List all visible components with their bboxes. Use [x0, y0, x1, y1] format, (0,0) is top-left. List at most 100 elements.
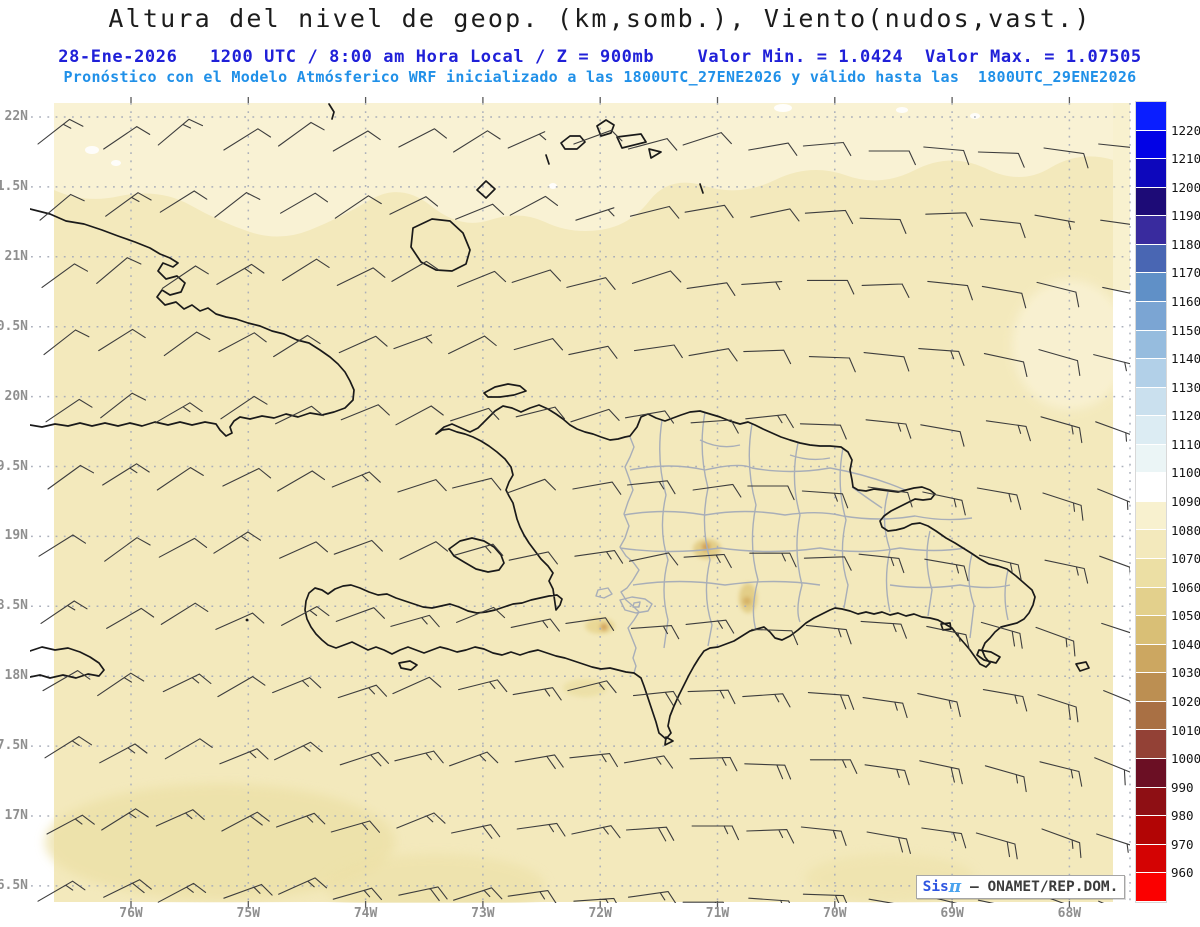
wind-barb — [975, 832, 1018, 860]
field-white-specks — [85, 104, 980, 189]
wind-barb — [217, 676, 266, 698]
wind-barb — [103, 126, 151, 150]
wind-barb — [451, 824, 501, 839]
wind-barb — [980, 621, 1023, 649]
isla-cabritos — [632, 601, 641, 608]
wind-barb — [566, 277, 616, 290]
navassa-island — [245, 618, 249, 622]
colorbar-segment-3 — [1136, 187, 1166, 216]
wind-barb — [456, 606, 506, 623]
colorbar-segment-15 — [1136, 530, 1166, 558]
colorbar-segment-10 — [1136, 387, 1166, 416]
wind-barb — [631, 270, 682, 284]
jamaica-coastline — [30, 646, 105, 679]
wind-barb — [862, 697, 908, 719]
wind-barb — [220, 395, 268, 420]
colorbar-segment-26 — [1136, 844, 1166, 873]
wind-barb — [924, 558, 969, 582]
tortuga-island — [483, 383, 527, 398]
wind-barb — [105, 192, 152, 217]
wind-barb — [218, 332, 267, 353]
wind-barb — [865, 419, 912, 439]
wind-barb — [399, 541, 449, 560]
wind-barb — [978, 554, 1022, 581]
wind-barb — [623, 755, 674, 769]
saona-island — [976, 649, 1001, 664]
wind-barb — [868, 150, 916, 166]
little-inagua-island — [476, 180, 496, 199]
wind-barb — [567, 680, 617, 694]
wind-barb — [692, 483, 742, 498]
wind-barb — [801, 490, 849, 509]
wind-barb — [1038, 349, 1081, 376]
wind-barb — [925, 212, 974, 227]
wind-barb — [863, 352, 910, 372]
colorbar-label-1010: 1010 — [1171, 722, 1200, 738]
wind-barb — [1042, 492, 1084, 521]
colorbar-label-990: 990 — [1171, 779, 1194, 795]
wind-barb — [748, 142, 798, 156]
colorbar-label-1180: 1180 — [1171, 236, 1200, 252]
wind-barb — [921, 827, 967, 849]
wind-barb — [742, 693, 791, 708]
wind-barb — [41, 263, 89, 288]
colorbar-label-1050: 1050 — [1171, 608, 1200, 624]
wind-barb — [276, 812, 326, 828]
wind-barb — [336, 267, 386, 286]
wind-barb — [101, 808, 149, 831]
wind-barb — [1039, 761, 1083, 787]
wind-barb — [682, 901, 725, 903]
wind-barb — [868, 898, 894, 903]
wind-barb — [331, 471, 381, 488]
wind-barb — [684, 204, 734, 219]
wind-barb — [570, 408, 620, 423]
field-base — [54, 103, 1113, 902]
wind-barb — [39, 193, 85, 221]
wind-barb — [922, 491, 966, 516]
wind-barb — [158, 537, 208, 558]
wind-barb — [748, 897, 791, 903]
wind-barb — [625, 826, 675, 842]
colorbar-label-1020: 1020 — [1171, 694, 1200, 709]
wind-barb — [1096, 833, 1130, 853]
colorbar-label-1220: 1220 — [1171, 122, 1200, 138]
wind-barb — [155, 809, 205, 827]
wind-barb — [859, 217, 907, 234]
wind-barb — [629, 205, 680, 219]
wind-barb — [43, 329, 90, 356]
wind-barb — [512, 687, 562, 701]
wind-barb — [682, 132, 732, 146]
branding-org: – ONAMET/REP.DOM. — [961, 879, 1119, 895]
colorbar-label-1070: 1070 — [1171, 551, 1200, 567]
wind-barb — [861, 283, 910, 298]
wind-barb — [100, 392, 147, 419]
colorbar-label-1040: 1040 — [1171, 636, 1200, 652]
field-darker-blobs — [45, 539, 975, 903]
wind-barb — [452, 477, 502, 491]
wind-barb — [221, 811, 270, 832]
wind-barb — [920, 424, 965, 447]
wind-barb — [866, 831, 911, 854]
wind-barb — [1100, 219, 1130, 225]
wind-barb — [398, 128, 447, 148]
branding-badge: Sis π – ONAMET/REP.DOM. — [916, 875, 1125, 899]
wind-barb — [919, 760, 963, 785]
wind-barb — [918, 348, 965, 366]
wind-barb — [749, 552, 797, 568]
wind-barb — [448, 335, 497, 355]
coastlines — [30, 103, 1090, 746]
wind-barb — [806, 279, 855, 295]
colorbar-segment-8 — [1136, 330, 1166, 359]
wind-barb — [864, 764, 910, 786]
wind-barb — [514, 754, 564, 770]
model-init-line: Pronóstico con el Modelo Atmósferico WRF… — [63, 68, 1137, 86]
colorbar-segment-9 — [1136, 359, 1166, 387]
wind-barb — [624, 410, 675, 424]
wind-barb — [506, 478, 556, 494]
lat-label-8.5N: 8.5N — [0, 598, 28, 614]
colorbar-label-1140: 1140 — [1171, 351, 1200, 367]
wind-barb — [390, 614, 440, 628]
wind-barb — [1103, 690, 1130, 702]
wind-barb — [1040, 416, 1083, 444]
colorbar-label-1120: 1120 — [1171, 408, 1200, 424]
